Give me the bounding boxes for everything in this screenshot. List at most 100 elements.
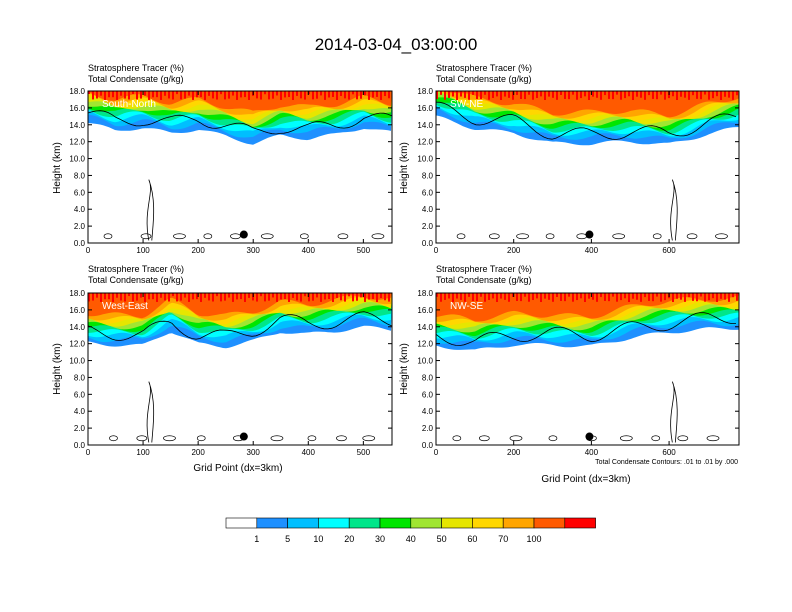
x-tick-label: 400	[302, 246, 316, 255]
tracer-stripe	[248, 293, 250, 298]
condensate-contour	[88, 311, 392, 341]
x-tick-label: 200	[191, 246, 205, 255]
plot-frame	[87, 90, 393, 244]
condensate-contour-low	[686, 233, 698, 240]
tracer-stripe	[616, 293, 618, 302]
tracer-stripe	[132, 91, 134, 95]
contour-note: Total Condensate Contours: .01 to .01 by…	[595, 459, 738, 466]
colorbar-swatch	[441, 517, 473, 529]
condensate-contour-low	[478, 435, 490, 442]
tracer-stripe	[588, 293, 590, 299]
tracer-stripe	[436, 293, 438, 297]
tracer-stripe	[692, 91, 694, 96]
tracer-stripe	[96, 293, 98, 298]
tracer-stripe	[672, 91, 674, 97]
tracer-stripe	[580, 293, 582, 299]
condensate-contour-low	[337, 233, 349, 240]
y-tick-label: 2.0	[422, 222, 434, 231]
y-tick-label: 6.0	[74, 188, 86, 197]
condensate-contour-low	[651, 435, 661, 442]
tracer-stripe	[168, 293, 170, 302]
condensate-contour-low	[173, 233, 186, 240]
tracer-stripe	[352, 293, 354, 302]
plot-frame	[435, 90, 740, 244]
p0-var2: Total Condensate (g/kg)	[88, 74, 184, 84]
tracer-stripe	[300, 91, 302, 99]
tracer-stripe	[652, 293, 654, 302]
p3-xlabel: Grid Point (dx=3km)	[541, 474, 630, 485]
tracer-stripe	[608, 293, 610, 302]
tracer-stripe	[376, 91, 378, 97]
tracer-stripe	[660, 293, 662, 302]
y-tick-label: 8.0	[422, 373, 434, 382]
tracer-stripe	[100, 293, 102, 302]
tracer-stripe	[256, 91, 258, 99]
tracer-stripe	[680, 91, 682, 97]
tracer-stripe	[688, 91, 690, 100]
tracer-stripe	[568, 91, 570, 100]
tracer-stripe	[332, 91, 334, 97]
tracer-stripe	[124, 293, 126, 302]
tracer-stripe	[536, 293, 538, 299]
tracer-stripe	[640, 293, 642, 302]
y-tick-label: 18.0	[417, 87, 433, 96]
p1-var2: Total Condensate (g/kg)	[436, 74, 532, 84]
tracer-stripe	[308, 293, 310, 302]
y-tick-label: 10.0	[69, 155, 85, 164]
tracer-stripe	[592, 91, 594, 97]
y-tick-label: 0.0	[422, 441, 434, 450]
y-tick-label: 12.0	[417, 138, 433, 147]
tracer-stripe	[372, 91, 374, 98]
figure-title: 2014-03-04_03:00:00	[315, 35, 478, 54]
tracer-stripe	[700, 293, 702, 297]
condensate-contour-low	[336, 435, 347, 442]
tracer-stripe	[108, 293, 110, 300]
tracer-stripe	[140, 91, 142, 99]
tracer-stripe	[224, 293, 226, 301]
tracer-band-10	[436, 293, 739, 322]
y-tick-label: 2.0	[74, 424, 86, 433]
tracer-stripe	[316, 293, 318, 298]
tracer-stripe	[288, 293, 290, 302]
tracer-stripe	[296, 293, 298, 301]
tracer-stripe	[644, 91, 646, 100]
condensate-contour-low	[612, 233, 626, 240]
tracer-stripe	[380, 91, 382, 100]
tracer-stripe	[484, 91, 486, 95]
tracer-stripe	[636, 293, 638, 300]
tracer-stripe	[224, 91, 226, 100]
location-marker	[585, 230, 594, 239]
colorbar-label: 40	[406, 534, 416, 544]
tracer-stripe	[92, 293, 94, 301]
tracer-stripe	[500, 293, 502, 299]
x-tick-label: 300	[247, 448, 261, 457]
condensate-contour-low	[706, 435, 720, 442]
tracer-stripe	[504, 91, 506, 97]
tracer-stripe	[512, 91, 514, 100]
p1-ylabel: Height (km)	[399, 142, 410, 194]
tracer-stripe	[152, 293, 154, 300]
condensate-contour-low	[452, 435, 462, 442]
tracer-stripe	[388, 293, 390, 302]
tracer-stripe	[644, 293, 646, 298]
tracer-stripe	[624, 293, 626, 299]
tracer-stripe	[664, 91, 666, 100]
panel-label: NW-SE	[450, 301, 483, 312]
tracer-stripe	[572, 293, 574, 302]
tracer-stripe	[336, 293, 338, 298]
y-tick-label: 14.0	[417, 323, 433, 332]
tracer-stripe	[260, 293, 262, 297]
tracer-stripe	[648, 293, 650, 301]
x-tick-label: 400	[585, 448, 599, 457]
y-tick-label: 12.0	[417, 340, 433, 349]
tracer-stripe	[232, 91, 234, 96]
tracer-stripe	[620, 91, 622, 100]
tracer-stripe	[720, 91, 722, 100]
tracer-stripe	[712, 293, 714, 299]
panel-2: West-East 0.0 2.0 4.0 6.0 8.0 10.0 12.0 14.0 16.0…	[69, 289, 393, 457]
tracer-stripe	[356, 293, 358, 301]
y-tick-label: 4.0	[422, 205, 434, 214]
tracer-stripe	[236, 91, 238, 100]
tracer-stripe	[240, 293, 242, 300]
tracer-stripe	[708, 293, 710, 301]
